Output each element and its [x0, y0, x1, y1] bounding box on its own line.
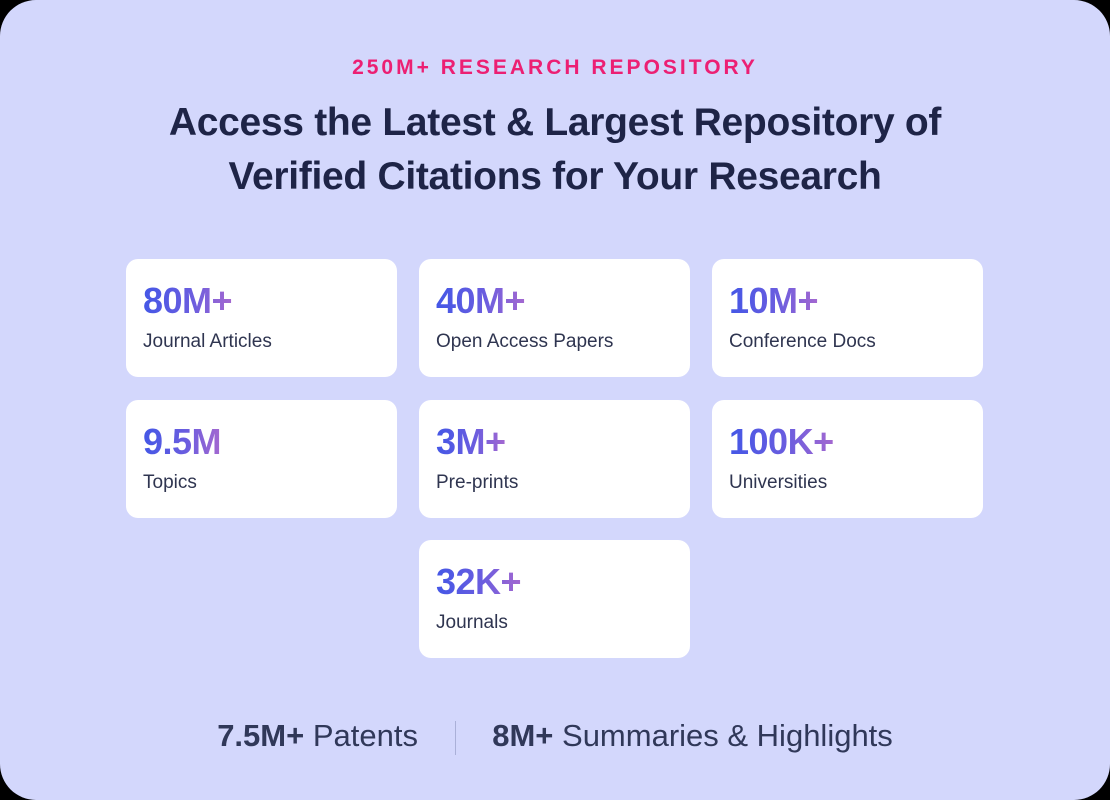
footer-stats: 7.5M+ Patents 8M+ Summaries & Highlights — [0, 718, 1110, 755]
stat-label: Topics — [143, 472, 197, 493]
stat-card-open-access: 40M+ Open Access Papers — [419, 259, 690, 377]
footer-summaries-label: Summaries & Highlights — [562, 718, 893, 753]
footer-summaries-value: 8M+ — [492, 718, 554, 753]
stat-card-journal-articles: 80M+ Journal Articles — [126, 259, 397, 377]
stat-label: Universities — [729, 472, 828, 493]
stat-value: 3M+ — [436, 421, 506, 462]
title-line-2: Verified Citations for Your Research — [228, 155, 882, 198]
stat-label: Pre-prints — [436, 472, 519, 493]
stat-card-journals: 32K+ Journals — [419, 540, 690, 658]
stat-value: 10M+ — [729, 280, 819, 321]
stat-label: Conference Docs — [729, 331, 876, 352]
stat-label: Journals — [436, 612, 508, 633]
title-line-1: Access the Latest & Largest Repository o… — [168, 101, 942, 144]
footer-patents-value: 7.5M+ — [217, 718, 305, 753]
divider — [454, 720, 456, 755]
stat-value: 40M+ — [436, 280, 526, 321]
eyebrow-label: 250M+ RESEARCH REPOSITORY — [352, 56, 758, 79]
stat-value: 80M+ — [143, 280, 233, 321]
footer-patents-label: Patents — [312, 718, 418, 753]
stat-card-topics: 9.5M Topics — [126, 400, 397, 518]
stat-label: Open Access Papers — [436, 331, 614, 352]
stat-value: 9.5M — [143, 421, 222, 462]
stat-card-universities: 100K+ Universities — [712, 400, 983, 518]
stat-label: Journal Articles — [143, 331, 272, 352]
page-title: Access the Latest & Largest Repository o… — [0, 96, 1110, 204]
stat-value: 100K+ — [729, 421, 834, 462]
stat-card-conference-docs: 10M+ Conference Docs — [712, 259, 983, 377]
stat-card-preprints: 3M+ Pre-prints — [419, 400, 690, 518]
stat-value: 32K+ — [436, 561, 522, 602]
